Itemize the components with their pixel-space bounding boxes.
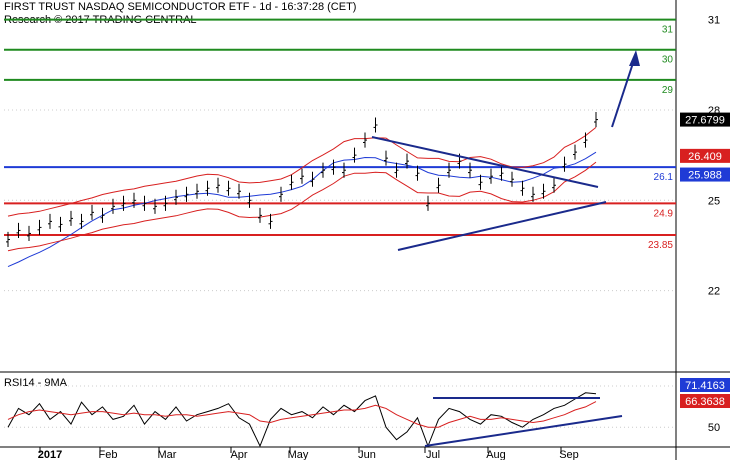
x-axis-month-label: Mar	[158, 449, 177, 460]
price-tag	[680, 148, 730, 163]
support-resistance-label: 23.85	[648, 240, 673, 251]
x-axis-month-label: Sep	[559, 449, 579, 460]
rsi-trendline-rising	[424, 415, 623, 447]
rsi-line	[7, 392, 597, 448]
chart-title: FIRST TRUST NASDAQ SEMICONDUCTOR ETF - 1…	[4, 1, 357, 13]
x-axis-month-label: Aug	[486, 449, 506, 460]
support-resistance-label: 26.1	[654, 172, 674, 183]
rsi-value-tag	[680, 394, 730, 408]
x-axis-month-label: Apr	[230, 449, 247, 460]
support-resistance-label: 24.9	[654, 208, 674, 219]
support-resistance-label: 30	[662, 55, 674, 66]
x-axis-month-label: Jul	[426, 449, 440, 460]
price-y-tick-label: 22	[708, 286, 720, 298]
rsi-ma-line	[7, 401, 597, 428]
projection-arrow-head	[629, 50, 640, 66]
lower-band-line	[7, 161, 597, 252]
rsi-y-tick-label: 50	[708, 422, 720, 434]
rsi-panel-title: RSI14 - 9MA	[4, 377, 68, 389]
price-y-tick-label: 31	[708, 15, 720, 27]
price-tag-label: 27.6799	[685, 115, 725, 127]
upper-band-line	[7, 127, 597, 217]
rsi-value-tag-label: 71.4163	[685, 380, 725, 392]
rsi-value-tag-label: 66.3638	[685, 396, 725, 408]
x-axis-month-label: Feb	[99, 449, 118, 460]
x-axis-month-label: Jun	[358, 449, 376, 460]
price-y-tick-label: 25	[708, 195, 720, 207]
moving-average-line	[7, 151, 597, 268]
x-axis-month-label: 2017	[38, 449, 62, 460]
price-tag-label: 25.988	[688, 170, 722, 182]
support-resistance-label: 29	[662, 85, 674, 96]
trendline-upper	[371, 136, 599, 188]
rsi-value-tag	[680, 378, 730, 392]
price-tag	[680, 112, 730, 127]
trendline-lower	[397, 201, 607, 251]
support-resistance-label: 31	[662, 25, 674, 36]
x-axis-month-label: May	[288, 449, 309, 460]
price-tag-label: 26.409	[688, 151, 722, 163]
projection-arrow	[611, 59, 635, 128]
price-tag	[680, 167, 730, 182]
